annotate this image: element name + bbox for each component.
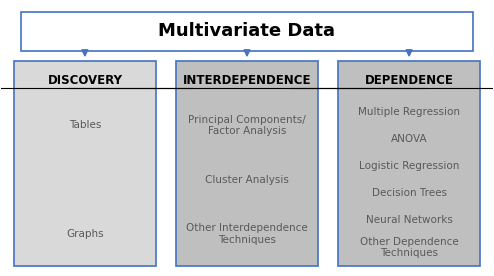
Text: DISCOVERY: DISCOVERY — [47, 74, 123, 87]
Text: DEPENDENCE: DEPENDENCE — [365, 74, 453, 87]
Text: Other Dependence
Techniques: Other Dependence Techniques — [360, 237, 458, 258]
Text: Multiple Regression: Multiple Regression — [358, 107, 460, 117]
FancyBboxPatch shape — [176, 62, 318, 266]
Text: Cluster Analysis: Cluster Analysis — [205, 175, 289, 185]
Text: Principal Components/
Factor Analysis: Principal Components/ Factor Analysis — [188, 115, 306, 136]
Text: Graphs: Graphs — [66, 229, 104, 239]
Text: Multivariate Data: Multivariate Data — [159, 22, 335, 41]
Text: Decision Trees: Decision Trees — [371, 188, 447, 198]
Text: INTERDEPENDENCE: INTERDEPENDENCE — [183, 74, 311, 87]
Text: Logistic Regression: Logistic Regression — [359, 161, 459, 171]
Text: Tables: Tables — [69, 121, 101, 131]
FancyBboxPatch shape — [338, 62, 480, 266]
FancyBboxPatch shape — [14, 62, 156, 266]
Text: Neural Networks: Neural Networks — [366, 215, 453, 225]
Text: Other Interdependence
Techniques: Other Interdependence Techniques — [186, 223, 308, 245]
FancyBboxPatch shape — [21, 12, 473, 51]
Text: ANOVA: ANOVA — [391, 134, 427, 144]
